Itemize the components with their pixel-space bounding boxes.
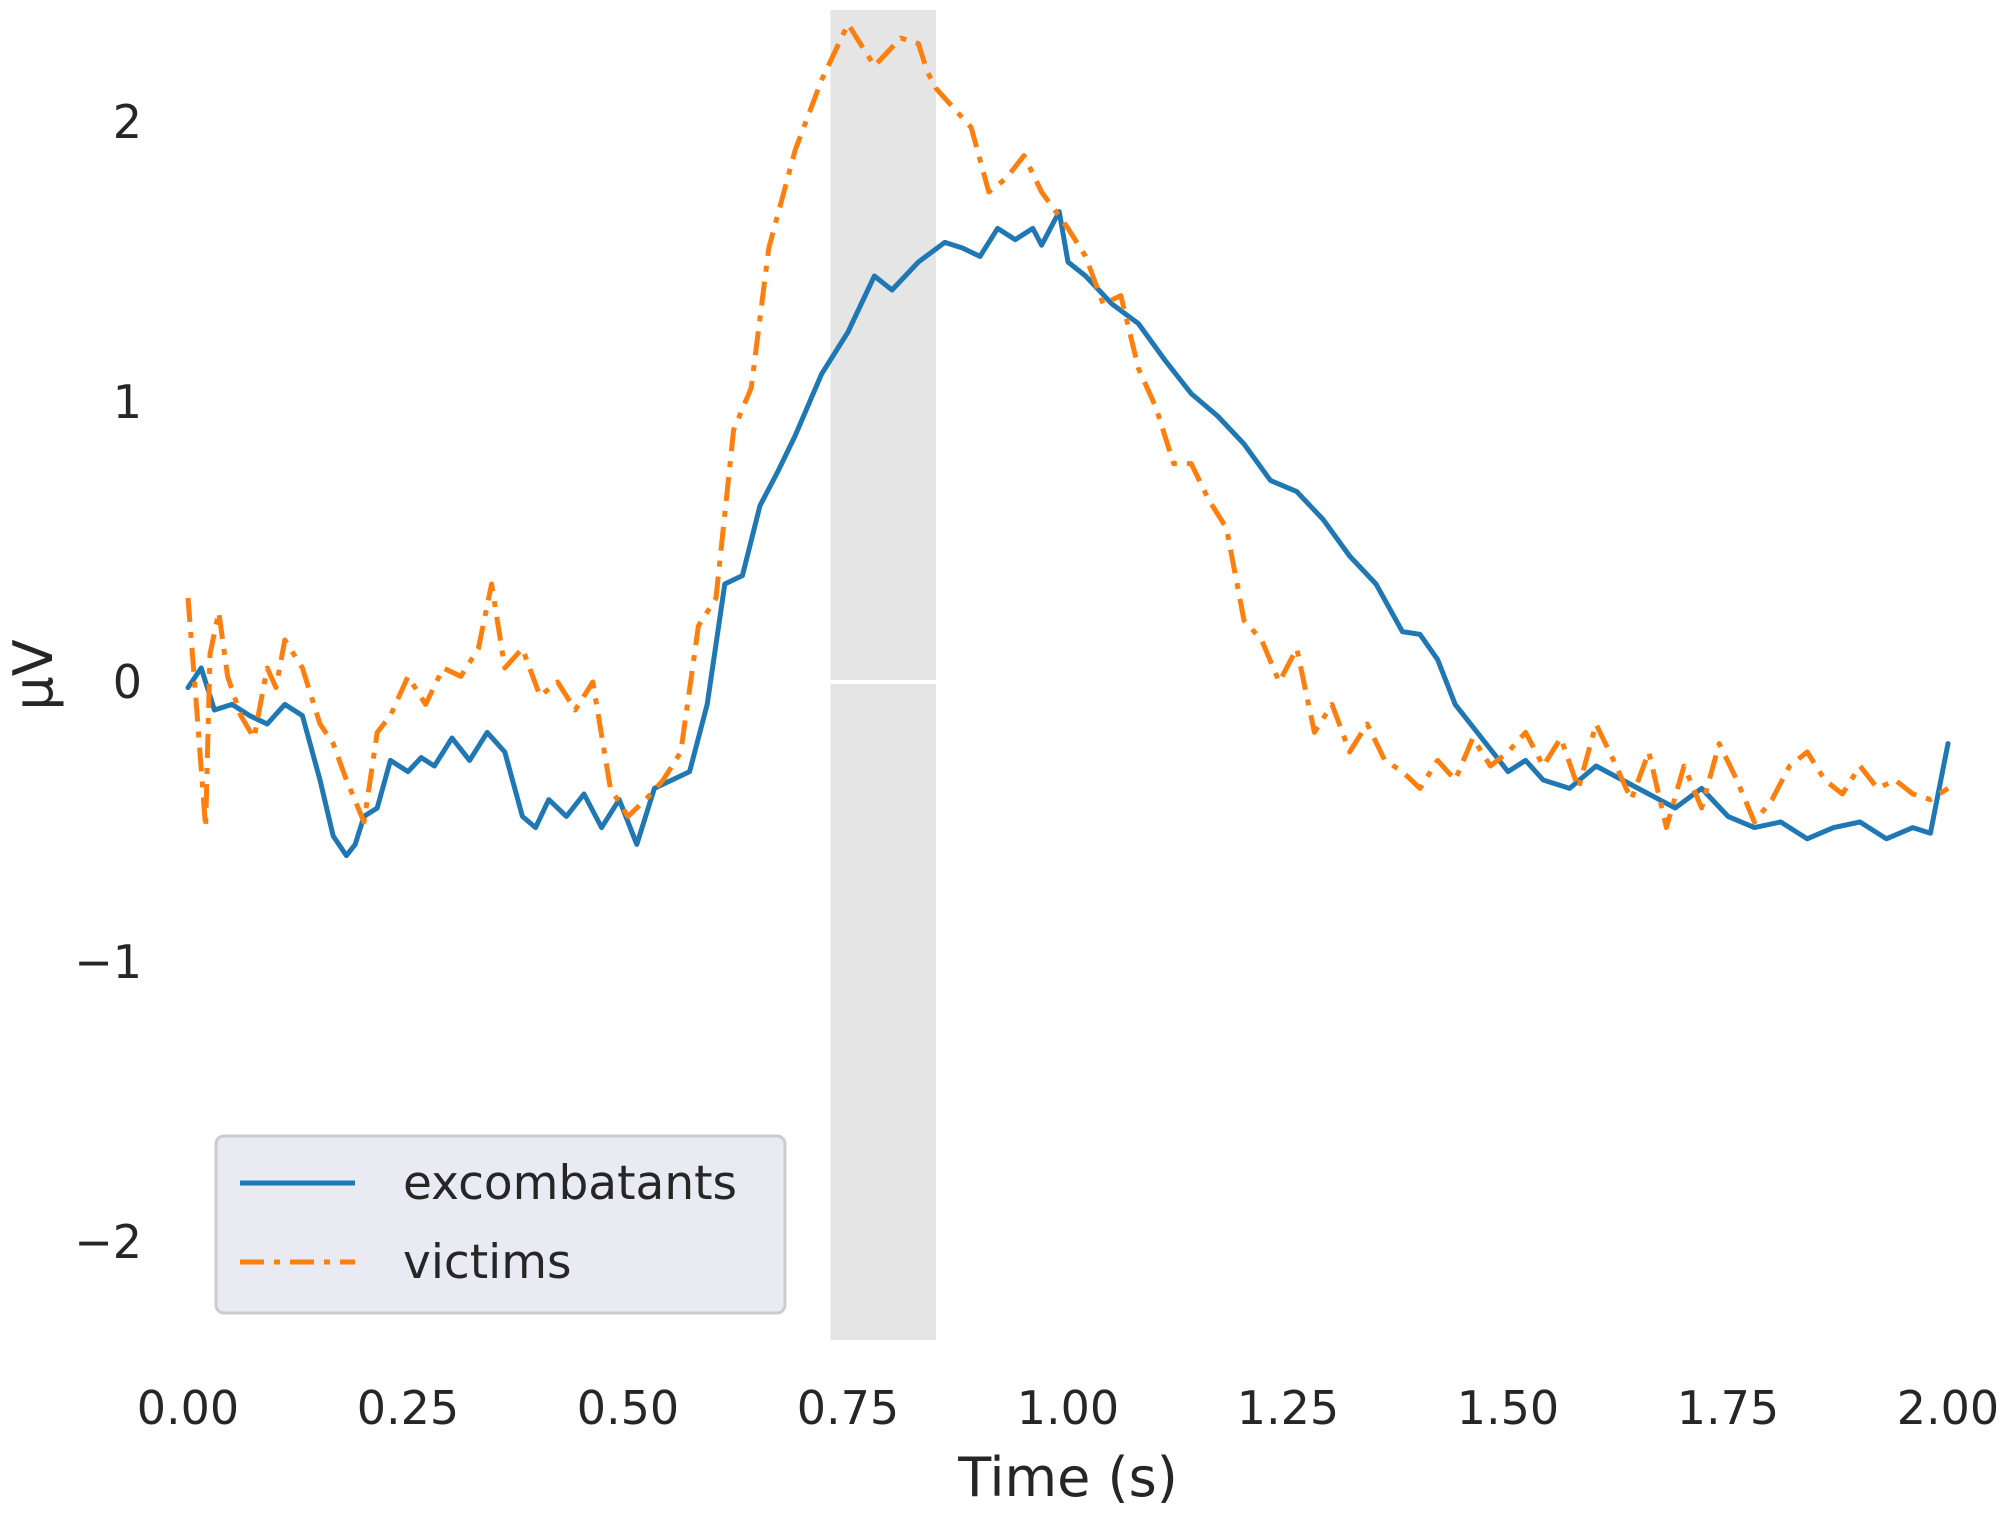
y-tick-label: −1: [74, 935, 142, 989]
x-tick-label: 0.00: [137, 1381, 239, 1435]
y-tick-label: −2: [74, 1215, 142, 1269]
x-tick-label: 1.75: [1677, 1381, 1779, 1435]
highlight-span: [830, 10, 936, 1340]
x-tick-label: 0.25: [357, 1381, 459, 1435]
y-tick-label: 2: [113, 95, 142, 149]
x-tick-label: 1.00: [1017, 1381, 1119, 1435]
y-axis-label: µV: [2, 639, 65, 710]
x-axis-ticks: 0.00 0.25 0.50 0.75 1.00 1.25 1.50 1.75 2.00: [137, 1381, 1999, 1435]
legend: excombatants victims: [214, 1134, 787, 1315]
series-layer: [185, 21, 1951, 859]
y-axis-ticks: −2 −1 0 1 2: [74, 95, 142, 1269]
legend-label-victims: victims: [403, 1235, 571, 1290]
legend-label-excombatants: excombatants: [403, 1156, 737, 1211]
x-tick-label: 1.50: [1457, 1381, 1559, 1435]
y-tick-label: 0: [113, 655, 142, 709]
legend-box: [214, 1134, 787, 1315]
grid-lines: [187, 10, 1949, 1340]
x-tick-label: 2.00: [1897, 1381, 1999, 1435]
series-line-victims: [185, 21, 1950, 831]
y-tick-label: 1: [113, 375, 142, 429]
x-tick-label: 0.75: [797, 1381, 899, 1435]
x-axis-label: Time (s): [957, 1446, 1178, 1509]
x-tick-label: 1.25: [1237, 1381, 1339, 1435]
x-tick-label: 0.50: [577, 1381, 679, 1435]
